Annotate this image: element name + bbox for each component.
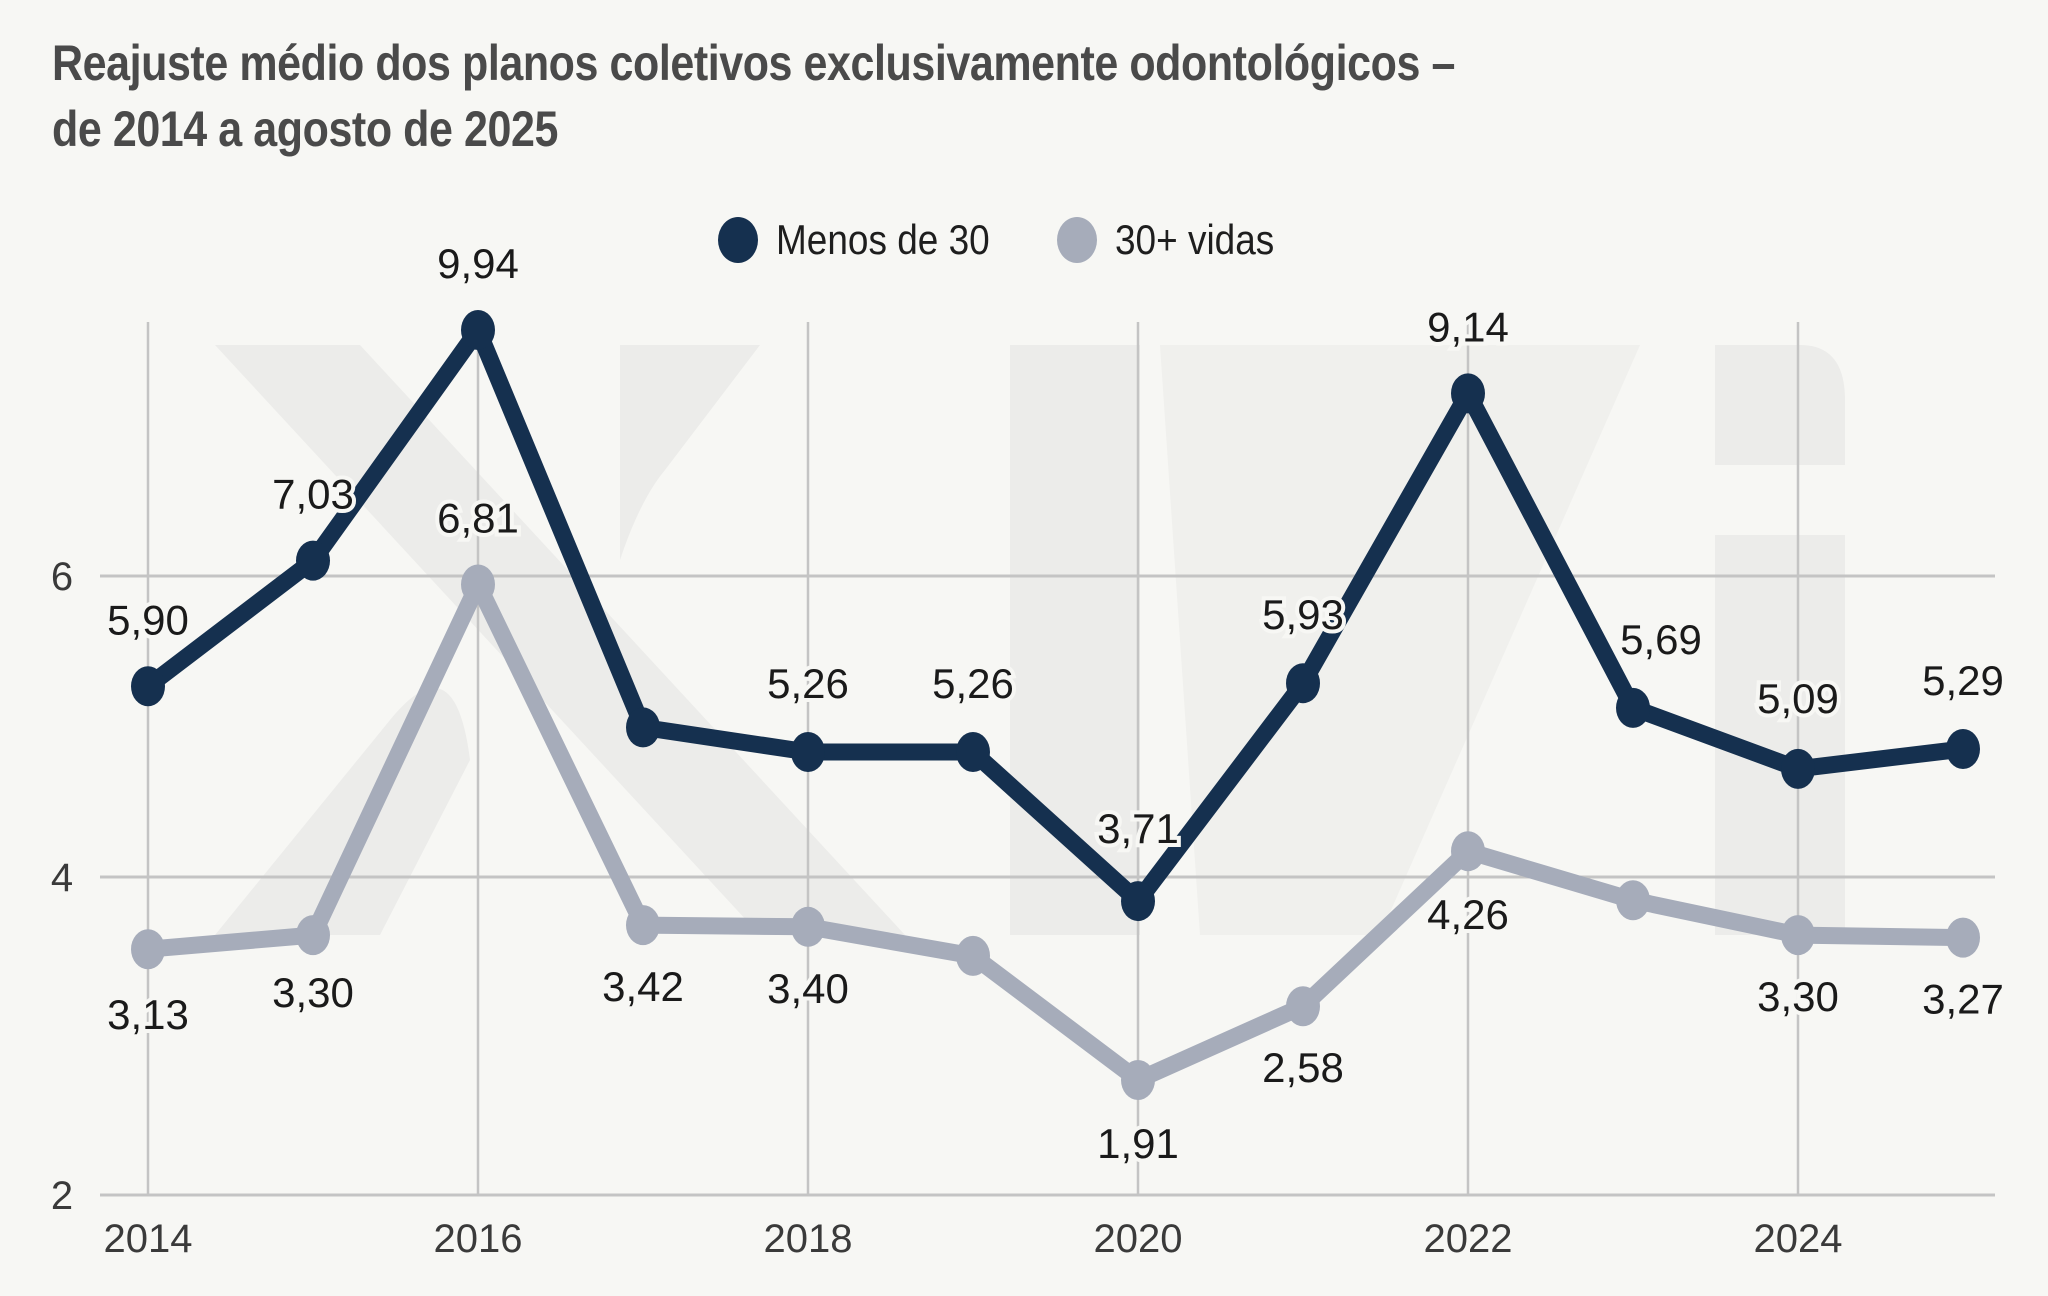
- data-label-30-mais-vidas-2020: 1,91: [1097, 1120, 1179, 1167]
- data-point-menos-de-30-2014[interactable]: [131, 666, 165, 707]
- data-point-menos-de-30-2020[interactable]: [1121, 881, 1155, 922]
- data-label-30-mais-vidas-2014: 3,13: [107, 991, 189, 1038]
- series-line-menos-de-30: [139, 321, 1972, 910]
- watermark-p-diagonal: [1160, 345, 1640, 935]
- data-point-30-mais-vidas-2024[interactable]: [1781, 915, 1815, 956]
- data-label-menos-de-30-2022: 9,14: [1427, 303, 1509, 350]
- data-point-30-mais-vidas-2020[interactable]: [1121, 1060, 1155, 1100]
- data-point-30-mais-vidas-2019[interactable]: [956, 935, 990, 976]
- x-tick-label-2024: 2024: [1754, 1217, 1843, 1261]
- data-label-30-mais-vidas-2018: 3,40: [767, 965, 849, 1012]
- data-point-menos-de-30-2024[interactable]: [1781, 748, 1815, 789]
- legend-swatch-menos-de-30: [718, 217, 758, 263]
- data-label-menos-de-30-2016: 9,94: [437, 240, 519, 287]
- data-point-30-mais-vidas-2015[interactable]: [296, 915, 330, 956]
- x-tick-label-2022: 2022: [1424, 1217, 1513, 1261]
- watermark-x-stroke-2: [610, 345, 760, 560]
- watermark-p-stem: [1010, 345, 1140, 935]
- data-label-30-mais-vidas-2024: 3,30: [1757, 973, 1839, 1020]
- data-point-menos-de-30-2016[interactable]: [461, 310, 495, 350]
- data-point-30-mais-vidas-2021[interactable]: [1286, 986, 1320, 1027]
- data-point-30-mais-vidas-2016[interactable]: [461, 564, 495, 605]
- data-point-30-mais-vidas-2025[interactable]: [1946, 917, 1980, 958]
- legend-item-menos-de-30[interactable]: Menos de 30: [718, 216, 1019, 264]
- y-tick-label-2: 2: [51, 1174, 73, 1218]
- data-point-menos-de-30-2021[interactable]: [1286, 663, 1320, 704]
- x-tick-label-2020: 2020: [1094, 1217, 1183, 1261]
- y-axis-ticks: 2 4 6: [51, 555, 73, 1218]
- data-label-30-mais-vidas-2016: 6,81: [437, 494, 519, 541]
- chart-title-line-1: Reajuste médio dos planos coletivos excl…: [52, 35, 1455, 91]
- series-points: [131, 310, 1980, 1100]
- x-tick-label-2018: 2018: [764, 1217, 853, 1261]
- x-tick-label-2014: 2014: [104, 1217, 193, 1261]
- data-point-menos-de-30-2023[interactable]: [1616, 687, 1650, 728]
- series-line-30-mais-vidas: [139, 576, 1972, 1089]
- watermark-x-stroke-3: [215, 688, 470, 935]
- data-point-menos-de-30-2018[interactable]: [791, 731, 825, 772]
- chart-title-line-2: de 2014 a agosto de 2025: [52, 101, 558, 157]
- data-label-menos-de-30-2021: 5,93: [1262, 591, 1344, 638]
- data-labels: 5,90 7,03 9,94 5,26 5,26 3,71 5,93 9,14 5,69 5,09…: [103, 236, 2008, 1171]
- watermark-i-stem: [1715, 535, 1845, 935]
- chart-legend: Menos de 30 30+ vidas: [718, 216, 1334, 264]
- watermark-i-dot: [1715, 345, 1845, 465]
- data-point-30-mais-vidas-2017[interactable]: [626, 905, 660, 946]
- legend-label-menos-de-30: Menos de 30: [776, 216, 990, 263]
- watermark-x-stroke-1: [215, 345, 905, 935]
- data-point-menos-de-30-2025[interactable]: [1946, 728, 1980, 769]
- data-label-30-mais-vidas-2015: 3,30: [272, 969, 354, 1016]
- data-label-menos-de-30-2018: 5,26: [767, 660, 849, 707]
- data-point-30-mais-vidas-2023[interactable]: [1616, 880, 1650, 921]
- data-label-30-mais-vidas-2025: 3,27: [1922, 976, 2004, 1023]
- series-lines: [139, 321, 1972, 1089]
- data-point-30-mais-vidas-2014[interactable]: [131, 929, 165, 970]
- data-point-menos-de-30-2017[interactable]: [626, 707, 660, 748]
- x-tick-label-2016: 2016: [434, 1217, 523, 1261]
- legend-swatch-30-mais-vidas: [1056, 217, 1097, 263]
- y-tick-label-4: 4: [51, 856, 73, 900]
- x-axis-ticks: 2014 2016 2018 2020 2022 2024: [104, 1217, 1843, 1261]
- data-label-30-mais-vidas-2017: 3,42: [602, 963, 684, 1010]
- data-point-30-mais-vidas-2018[interactable]: [791, 906, 825, 947]
- data-point-menos-de-30-2019[interactable]: [956, 731, 990, 772]
- data-point-menos-de-30-2015[interactable]: [296, 540, 330, 581]
- legend-label-30-mais-vidas: 30+ vidas: [1114, 216, 1275, 263]
- data-label-menos-de-30-2020: 3,71: [1097, 805, 1179, 852]
- legend-item-30-mais-vidas[interactable]: 30+ vidas: [1056, 216, 1296, 264]
- data-label-menos-de-30-2025: 5,29: [1922, 657, 2004, 704]
- data-label-menos-de-30-2024: 5,09: [1757, 675, 1839, 722]
- y-tick-label-6: 6: [51, 555, 73, 599]
- chart-title: Reajuste médio dos planos coletivos excl…: [52, 30, 1686, 162]
- data-label-menos-de-30-2015: 7,03: [272, 471, 354, 518]
- data-label-30-mais-vidas-2022: 4,26: [1427, 891, 1509, 938]
- data-label-menos-de-30-2023: 5,69: [1620, 616, 1702, 663]
- data-label-menos-de-30-2019: 5,26: [932, 660, 1014, 707]
- data-label-30-mais-vidas-2021: 2,58: [1262, 1044, 1344, 1091]
- data-label-menos-de-30-2014: 5,90: [107, 596, 189, 643]
- data-point-30-mais-vidas-2022[interactable]: [1451, 831, 1485, 872]
- data-point-menos-de-30-2022[interactable]: [1451, 373, 1485, 414]
